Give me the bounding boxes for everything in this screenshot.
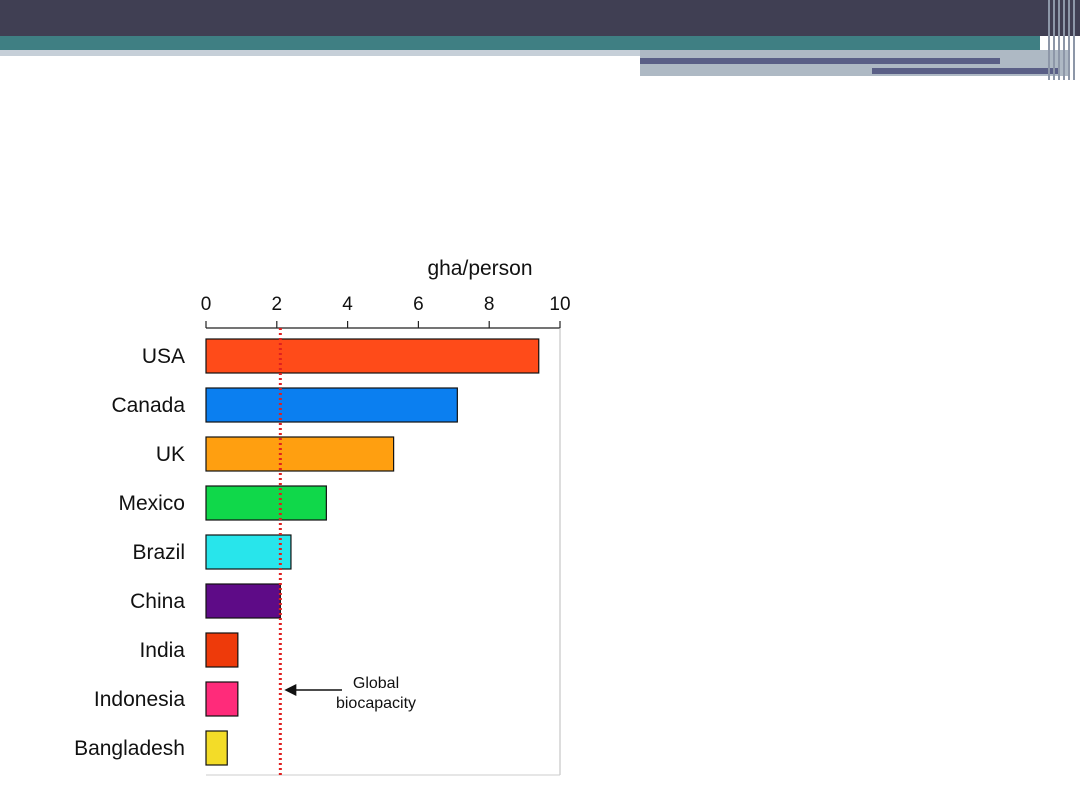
annotation-label: Global biocapacity [336, 675, 416, 712]
x-tick-label: 4 [342, 294, 353, 315]
category-label: Brazil [132, 541, 185, 564]
bar-brazil [205, 534, 292, 570]
category-label: India [139, 639, 185, 662]
category-label: Canada [111, 394, 185, 417]
bar-china [205, 583, 281, 619]
bar-canada [205, 387, 458, 423]
x-tick-label: 10 [549, 294, 570, 315]
x-tick-label: 8 [484, 294, 495, 315]
header-dark-band [0, 0, 1080, 36]
bar-usa [205, 338, 540, 374]
header-edge-lines [1040, 0, 1080, 80]
annotation-arrow-head [284, 684, 297, 696]
category-label: Mexico [118, 492, 185, 515]
header-accent-line [640, 58, 1000, 64]
category-label: Indonesia [94, 688, 185, 711]
bar-india [205, 632, 239, 668]
category-label: China [130, 590, 185, 613]
slide-header [0, 0, 1080, 80]
bar-bangladesh [205, 730, 228, 766]
bar-mexico [205, 485, 327, 521]
x-tick-label: 6 [413, 294, 424, 315]
x-axis-label: gha/person [427, 257, 532, 280]
bar-indonesia [205, 681, 239, 717]
x-tick-label: 0 [201, 294, 212, 315]
category-label: USA [142, 345, 185, 368]
header-light-strip [0, 50, 640, 56]
header-teal-band [0, 36, 1040, 50]
bar-uk [205, 436, 395, 472]
header-accent-line [872, 68, 1060, 74]
category-label: Bangladesh [74, 737, 185, 760]
category-label: UK [156, 443, 185, 466]
x-tick-label: 2 [272, 294, 283, 315]
